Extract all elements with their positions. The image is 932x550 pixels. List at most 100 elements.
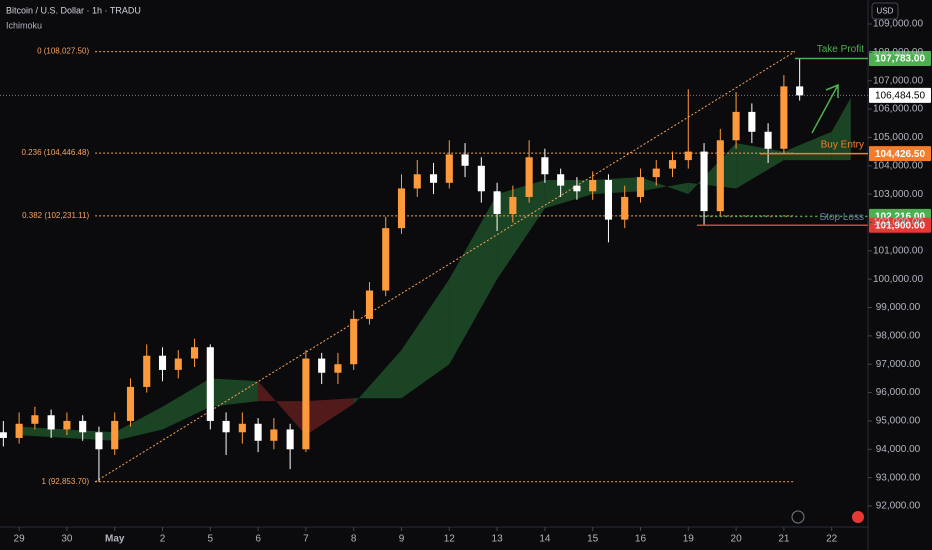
y-tick-label: 99,000.00 <box>876 302 921 313</box>
price-box-label: 107,783.00 <box>875 54 925 65</box>
cloud-segment <box>114 406 163 441</box>
y-tick-label: 92,000.00 <box>876 501 921 512</box>
candle-body <box>684 151 692 161</box>
candle-body <box>397 188 406 229</box>
candle-body <box>652 168 660 178</box>
candle-body <box>270 429 278 441</box>
projection-arrow <box>811 83 839 134</box>
candle-body <box>47 415 55 430</box>
candle-body <box>286 429 294 450</box>
candle-body <box>493 191 501 214</box>
candle-body <box>334 364 342 373</box>
x-tick-label: 9 <box>399 534 405 545</box>
candle-body <box>764 131 772 149</box>
y-tick-label: 103,000.00 <box>873 189 923 200</box>
currency-label[interactable]: USD <box>877 7 894 16</box>
fib-label: 0.236 (104,446.48) <box>22 148 90 157</box>
alert-icon[interactable] <box>852 511 864 523</box>
levels: 0 (108,027.50) 0.236 (104,446.48) 0.382 (1… <box>0 47 868 486</box>
fib-label: 0 (108,027.50) <box>37 47 89 56</box>
chart-title: Bitcoin / U.S. Dollar · 1h · TRADU <box>6 5 141 15</box>
x-tick-label: 8 <box>351 534 357 545</box>
cloud-segment <box>640 177 689 195</box>
price-box <box>869 51 931 67</box>
y-tick-label: 107,000.00 <box>873 75 923 86</box>
y-tick-label: 102,000.00 <box>873 217 923 228</box>
candle-body <box>621 196 629 220</box>
x-tick-label: 19 <box>683 534 695 545</box>
candle-body <box>222 420 230 433</box>
y-tick-label: 95,000.00 <box>876 416 921 427</box>
cloud-segment <box>592 177 641 195</box>
cloud-segment <box>544 179 593 209</box>
y-tick-label: 104,000.00 <box>873 160 923 171</box>
candle-body <box>732 111 740 141</box>
x-tick-label: 22 <box>826 534 838 545</box>
x-tick-label: 13 <box>492 534 504 545</box>
candle-body <box>604 179 613 220</box>
x-tick-label: 30 <box>61 534 73 545</box>
candle-body <box>700 151 708 212</box>
candle-body <box>63 420 71 430</box>
candle-body <box>636 177 645 197</box>
candle-body <box>668 160 677 169</box>
candle-body <box>190 347 199 359</box>
trade-level-label: Buy Entry <box>821 139 864 150</box>
cloud-segment <box>305 398 354 436</box>
overlay: Take Profit 107,783.00 Buy Entry 104,426.50… <box>696 44 931 233</box>
y-tick-label: 94,000.00 <box>876 444 921 455</box>
y-tick-label: 109,000.00 <box>873 19 923 30</box>
price-box-label: 102,216.00 <box>875 211 925 222</box>
x-tick-label: 12 <box>444 534 456 545</box>
candle-body <box>143 355 151 387</box>
cloud-segment <box>162 378 211 430</box>
x-tick-label: 15 <box>587 534 599 545</box>
candle-body <box>541 157 549 175</box>
price-box-label: 106,484.50 <box>875 90 925 101</box>
candle-body <box>573 185 581 192</box>
cloud-segment <box>497 179 545 280</box>
x-tick-label: May <box>105 534 125 545</box>
cloud-segment <box>210 378 259 407</box>
candle-body <box>461 154 469 166</box>
ichimoku-cloud <box>19 97 851 441</box>
candle-body <box>79 420 87 433</box>
y-tick-label: 97,000.00 <box>876 359 921 370</box>
candle-body <box>350 318 358 365</box>
y-tick-label: 96,000.00 <box>876 387 921 398</box>
price-box-label: 104,426.50 <box>875 149 925 160</box>
y-tick-label: 101,000.00 <box>873 245 923 256</box>
x-tick-label: 2 <box>160 534 166 545</box>
y-tick-label: 108,000.00 <box>873 47 923 58</box>
price-box-label: 101,900.00 <box>875 220 925 231</box>
trade-level-label: Stop Loss <box>820 212 864 223</box>
indicator-label: Ichimoku <box>6 20 42 30</box>
candle-body <box>158 355 167 370</box>
cloud-segment <box>19 426 67 438</box>
candle-body <box>0 432 7 438</box>
replay-icon[interactable] <box>791 510 805 524</box>
cloud-segment <box>736 143 784 189</box>
y-tick-label: 100,000.00 <box>873 274 923 285</box>
cloud-segment <box>401 279 450 399</box>
x-tick-label: 20 <box>731 534 743 545</box>
currency-button[interactable] <box>871 2 899 20</box>
candles <box>0 58 804 482</box>
candle-body <box>254 423 262 441</box>
candle-body <box>557 174 565 186</box>
x-tick-label: 7 <box>303 534 309 545</box>
candle-body <box>413 174 421 189</box>
x-tick-label: 5 <box>208 534 214 545</box>
candle-body <box>31 415 39 424</box>
cloud-segment <box>688 143 737 195</box>
candle-body <box>318 358 326 373</box>
candle-body <box>780 86 788 149</box>
cloud-segment <box>353 350 402 404</box>
trade-level-label: Take Profit <box>817 44 864 55</box>
candle-body <box>95 432 103 450</box>
fib-label: 0.382 (102,231.11) <box>22 211 89 220</box>
candle-body <box>126 386 135 421</box>
x-tick-label: 16 <box>635 534 647 545</box>
candle-body <box>302 358 310 450</box>
candle-body <box>174 358 182 370</box>
